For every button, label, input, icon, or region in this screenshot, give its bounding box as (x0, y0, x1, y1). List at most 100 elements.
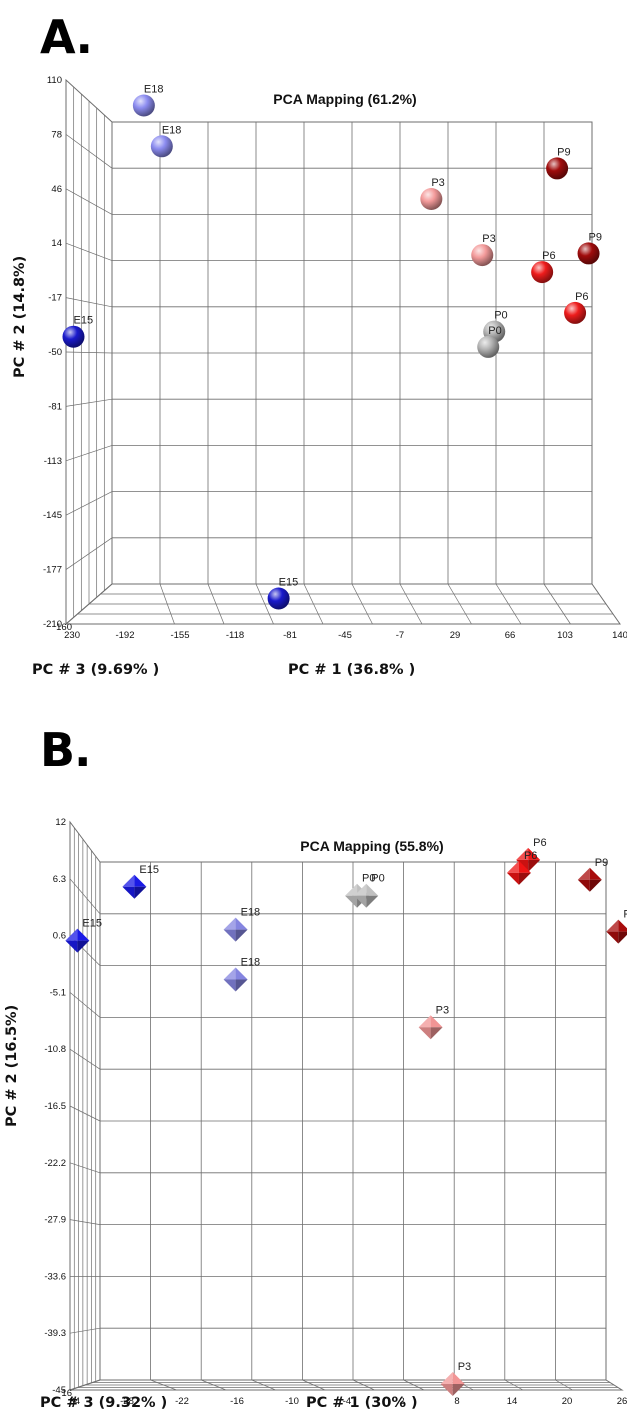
side-gridline-b (69, 1048, 101, 1070)
z-tick-label-b: 16 (61, 1388, 72, 1399)
point-p6 (531, 261, 554, 284)
point-p9 (577, 242, 600, 265)
diamond-facet (589, 867, 602, 880)
diamond-facet (440, 1372, 453, 1385)
y-tick-label-b: 0.6 (53, 931, 66, 942)
x-tick-label-b: 14 (507, 1396, 518, 1407)
diamond-facet (366, 883, 379, 896)
point-e18 (150, 135, 173, 158)
point-label-p3: P3 (482, 233, 495, 245)
y-tick-label-b: -10.8 (44, 1044, 66, 1055)
z-axis-title-a: PC # 3 (9.69% ) (32, 662, 160, 678)
diamond-facet (354, 895, 367, 908)
x-tick-label-b: 26 (617, 1396, 627, 1407)
diamond-facet (122, 874, 135, 887)
floor-a (64, 583, 621, 625)
point-e18 (223, 917, 248, 942)
y-tick-label-a: -145 (43, 510, 62, 521)
diamond-facet (577, 867, 590, 880)
point-label-p9: P9 (557, 146, 570, 158)
point-e18 (132, 94, 155, 117)
y-tick-label-b: -45 (52, 1385, 66, 1396)
point-e15 (267, 587, 290, 610)
diamond-facet (134, 886, 147, 899)
x-axis-title-a: PC # 1 (36.8% ) (288, 662, 416, 678)
point-p3 (418, 1015, 443, 1040)
point-label-e18: E18 (162, 124, 182, 136)
y-tick-label-a: -81 (48, 401, 62, 412)
y-tick-label-a: -210 (43, 619, 62, 630)
diamond-facet (354, 883, 367, 896)
panel-letter-b: B. (40, 723, 92, 777)
panel-a: A. 110 78 46 14 -17 -50 -81 -113 -145 -177 -210 -19… (12, 10, 627, 678)
point-label-p0: P0 (362, 873, 375, 885)
y-tick-label-a: -17 (48, 293, 62, 304)
diamond-facet (134, 874, 147, 887)
y-tick-label-a: -50 (48, 347, 62, 358)
diamond-facet (528, 859, 541, 872)
point-label-p6: P6 (575, 291, 588, 303)
floor-b (69, 1379, 624, 1391)
y-tick-label-a: 46 (51, 184, 62, 195)
diamond-facet (516, 847, 529, 860)
y-tick-label-b: -33.6 (44, 1271, 66, 1282)
y-tick-label-b: 12 (55, 817, 66, 828)
diamond-facet (452, 1384, 465, 1397)
point-label-p3: P3 (431, 177, 444, 189)
x-tick-label-a: -81 (283, 630, 297, 641)
diamond-facet (518, 872, 531, 885)
x-tick-label-a: 103 (557, 630, 573, 641)
y-axis-title-b: PC # 2 (16.5%) (4, 1004, 20, 1127)
point-e18 (223, 967, 248, 992)
point-label-e18: E18 (144, 84, 164, 96)
panel-b: B. 12 6.3 0.6 -5.1 -10.8 -16.5 -22.2 -27.9 -33.6… (0, 713, 627, 1426)
diamond-facet (430, 1027, 443, 1040)
diamond-facet (606, 919, 619, 932)
y-tick-label-a: 78 (51, 129, 62, 140)
x-tick-label-b: -4 (343, 1396, 351, 1407)
point-label-p6: P6 (524, 850, 537, 862)
diamond-facet (440, 1384, 453, 1397)
x-tick-label-b: -22 (175, 1396, 189, 1407)
x-tick-label-a: 140 (612, 630, 627, 641)
diamond-facet (418, 1027, 431, 1040)
side-gridline-b (69, 992, 101, 1018)
diamond-facet (122, 886, 135, 899)
y-tick-label-a: -113 (44, 456, 62, 467)
x-tick-label-b: -10 (285, 1396, 299, 1407)
y-tick-label-b: -16.5 (44, 1101, 66, 1112)
point-label-p9: P9 (595, 857, 608, 869)
point-label-p0: P0 (371, 873, 384, 885)
y-tick-label-b: -5.1 (50, 987, 66, 998)
x-tick-label-b: -28 (120, 1396, 134, 1407)
point-p6 (564, 301, 587, 324)
diamond-facet (345, 883, 358, 896)
diamond-facet (618, 919, 627, 932)
diamond-facet (77, 928, 90, 941)
point-label-p9: P9 (623, 909, 627, 921)
y-axis-title-a: PC # 2 (14.8%) (12, 255, 28, 378)
side-gridline-b (69, 878, 101, 915)
point-label-p6: P6 (542, 250, 555, 262)
y-tick-label-b: -22.2 (44, 1158, 66, 1169)
side-gridline-b (69, 1219, 101, 1225)
diamond-facet (65, 928, 78, 941)
x-tick-label-a: -45 (338, 630, 352, 641)
x-tick-label-b: -16 (230, 1396, 244, 1407)
diamond-facet (518, 860, 531, 873)
diamond-facet (452, 1372, 465, 1385)
y-tick-label-b: 6.3 (53, 874, 66, 885)
point-label-p9: P9 (589, 231, 602, 243)
point-p3 (420, 188, 443, 210)
side-gridline-b (69, 1162, 101, 1174)
point-label-e18: E18 (241, 956, 261, 968)
diamond-facet (223, 979, 236, 992)
point-p9 (606, 919, 627, 944)
point-p9 (577, 867, 602, 892)
diamond-facet (606, 931, 619, 944)
point-p9 (546, 157, 569, 180)
point-label-e15: E15 (73, 315, 93, 327)
diamond-facet (345, 895, 358, 908)
x-axis-title-b: PC # 1 (30% ) (306, 1395, 418, 1411)
point-label-p3: P3 (436, 1004, 449, 1016)
